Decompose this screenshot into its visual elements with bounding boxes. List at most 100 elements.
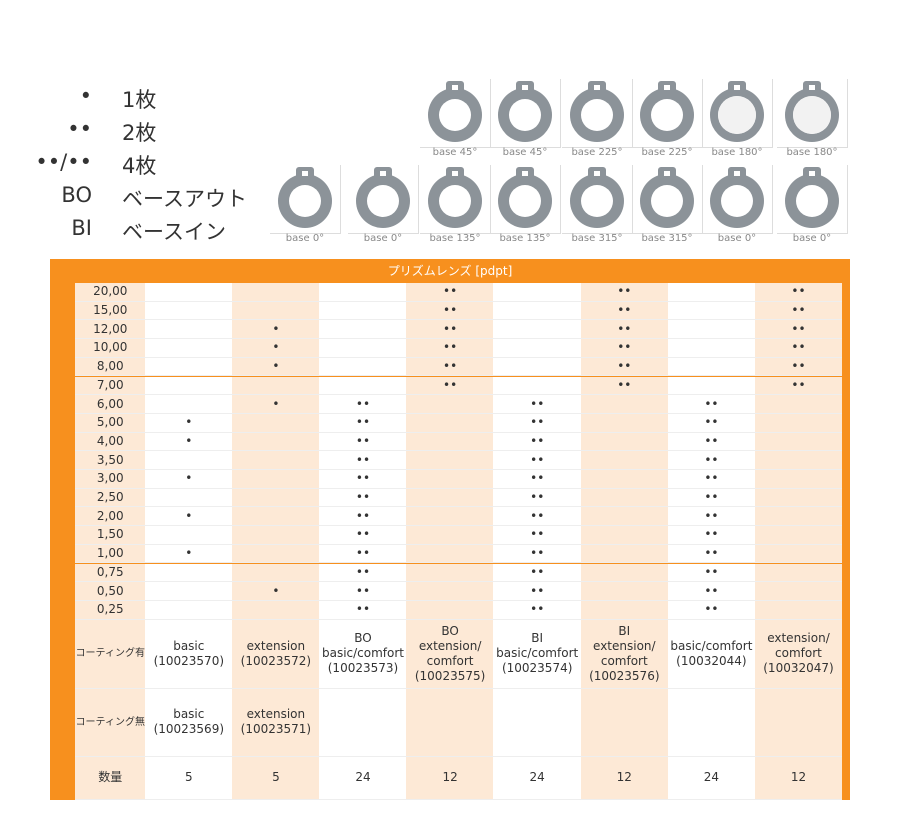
cell xyxy=(754,451,843,470)
cell xyxy=(754,582,843,601)
cell: •• xyxy=(754,376,843,396)
lens-icon xyxy=(785,81,839,142)
cell: •• xyxy=(493,582,581,601)
cell xyxy=(493,357,581,377)
cell xyxy=(406,451,494,470)
cell: • xyxy=(145,507,233,527)
cell: •• xyxy=(580,283,669,302)
cell: •• xyxy=(667,451,756,470)
cell: •• xyxy=(493,544,581,564)
cell xyxy=(406,413,494,433)
cell: • xyxy=(232,320,320,340)
legend-label: ベースアウト xyxy=(122,187,247,211)
lens-caption: base 180° xyxy=(786,147,838,158)
lens-caption: base 135° xyxy=(499,233,551,244)
lens-caption: base 0° xyxy=(285,233,325,244)
lens-caption: base 315° xyxy=(571,233,623,244)
cell: basic (10023570) xyxy=(145,619,233,689)
cell xyxy=(232,432,320,452)
cell: •• xyxy=(319,451,407,470)
lens-caption: base 45° xyxy=(432,147,478,158)
lens-caption: base 225° xyxy=(571,147,623,158)
cell xyxy=(319,357,407,377)
cell xyxy=(232,488,320,508)
cell xyxy=(145,320,233,340)
lens-icon xyxy=(640,167,694,228)
cell: •• xyxy=(493,413,581,433)
legend-symbol: • xyxy=(79,84,92,108)
cell xyxy=(232,544,320,564)
cell: •• xyxy=(493,395,581,414)
cell xyxy=(232,470,320,489)
row-label: 10,00 xyxy=(75,339,146,358)
row-label: 1,50 xyxy=(75,526,146,545)
lens-icon xyxy=(785,167,839,228)
cell: basic/comfort (10032044) xyxy=(667,619,756,689)
cell: •• xyxy=(406,339,494,358)
row-label: 3,00 xyxy=(75,470,146,489)
cell: •• xyxy=(580,301,669,321)
lens-image xyxy=(562,79,633,148)
row-label: 7,00 xyxy=(75,376,146,396)
row-label: 15,00 xyxy=(75,301,146,321)
cell: •• xyxy=(493,432,581,452)
cell: •• xyxy=(406,283,494,302)
cell xyxy=(145,301,233,321)
lens-icon xyxy=(498,81,552,142)
lens-caption: base 45° xyxy=(502,147,548,158)
cell: •• xyxy=(667,526,756,545)
lens-caption: base 225° xyxy=(641,147,693,158)
cell: •• xyxy=(667,413,756,433)
lens-caption: base 315° xyxy=(641,233,693,244)
cell: •• xyxy=(667,600,756,620)
cell xyxy=(580,563,669,583)
cell: •• xyxy=(580,320,669,340)
cell xyxy=(580,688,669,757)
lens-icon xyxy=(278,167,332,228)
cell: 5 xyxy=(145,756,233,800)
cell xyxy=(754,507,843,527)
row-label: 12,00 xyxy=(75,320,146,340)
cell xyxy=(232,413,320,433)
table-title: プリズムレンズ [pdpt] xyxy=(387,264,513,278)
row-label: 1,00 xyxy=(75,544,146,564)
cell: •• xyxy=(667,544,756,564)
lens-icon xyxy=(570,167,624,228)
cell xyxy=(754,488,843,508)
cell xyxy=(145,395,233,414)
cell xyxy=(580,544,669,564)
cell: extension (10023572) xyxy=(232,619,320,689)
cell xyxy=(667,283,756,302)
lens-image xyxy=(270,165,341,234)
cell xyxy=(406,563,494,583)
cell xyxy=(406,395,494,414)
cell: • xyxy=(232,339,320,358)
legend-symbol: •• xyxy=(67,117,92,141)
cell xyxy=(232,451,320,470)
cell: •• xyxy=(580,357,669,377)
cell xyxy=(754,600,843,620)
lens-image xyxy=(562,165,633,234)
cell: extension (10023571) xyxy=(232,688,320,757)
cell xyxy=(145,451,233,470)
row-label: 数量 xyxy=(75,756,146,800)
cell xyxy=(145,339,233,358)
lens-image xyxy=(632,165,703,234)
cell: •• xyxy=(406,376,494,396)
cell: •• xyxy=(493,470,581,489)
cell xyxy=(754,395,843,414)
cell xyxy=(232,600,320,620)
cell xyxy=(406,470,494,489)
lens-icon xyxy=(428,167,482,228)
cell: •• xyxy=(667,432,756,452)
cell: •• xyxy=(580,339,669,358)
cell xyxy=(667,357,756,377)
cell xyxy=(754,470,843,489)
cell: •• xyxy=(319,544,407,564)
cell: •• xyxy=(667,582,756,601)
cell xyxy=(493,339,581,358)
cell xyxy=(319,301,407,321)
cell: • xyxy=(145,432,233,452)
cell xyxy=(145,526,233,545)
